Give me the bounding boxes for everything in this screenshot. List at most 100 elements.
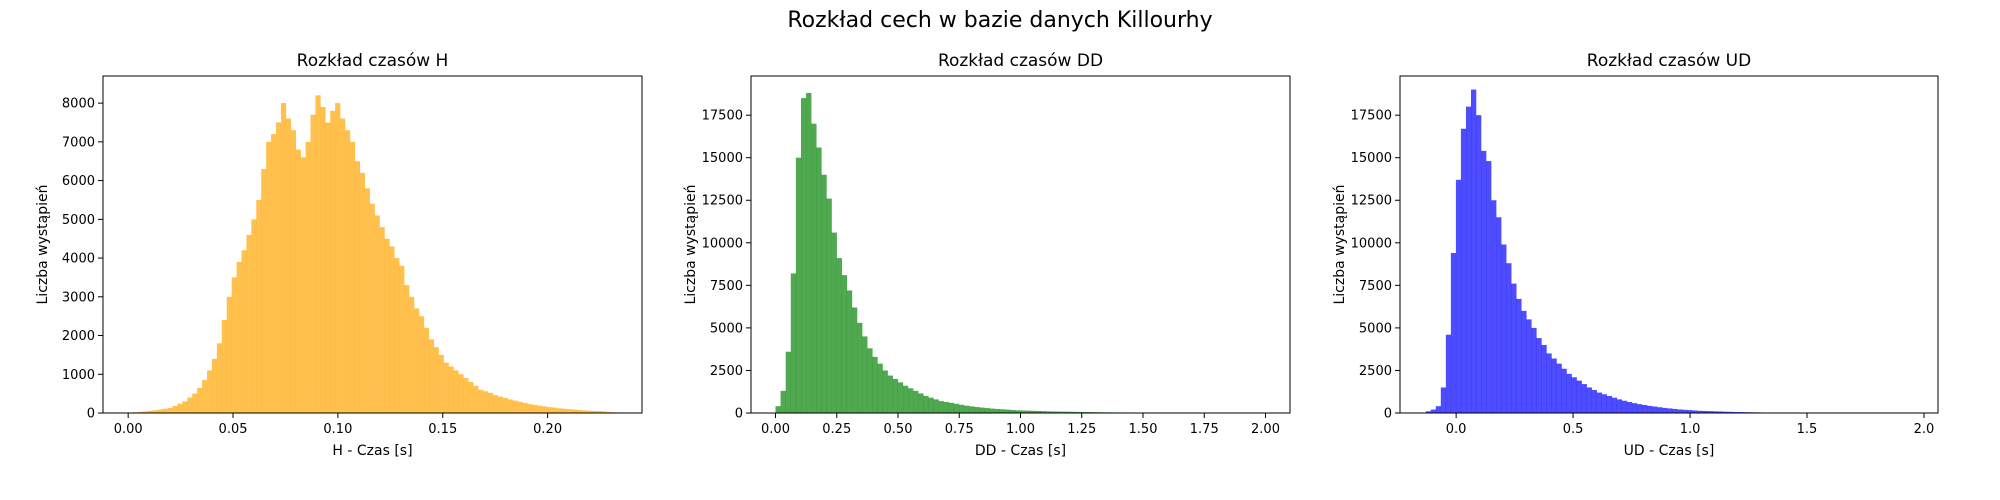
histogram-bar xyxy=(187,397,193,413)
histogram-bar xyxy=(157,409,163,413)
histogram-bar xyxy=(1030,410,1036,413)
histogram-bar xyxy=(379,227,385,413)
x-tick-label: 0.25 xyxy=(822,422,851,437)
histogram-bar xyxy=(1481,150,1487,413)
x-tick-label: 0.0 xyxy=(1446,422,1467,437)
histogram-bar xyxy=(1065,411,1072,413)
panel-title: Rozkład czasów UD xyxy=(1587,51,1751,71)
histogram-bar xyxy=(142,411,149,413)
histogram-bar xyxy=(1460,128,1467,413)
ticks-group: 0.00 0.25 0.50 0.75 1.00 1.25 1.50 1.75 2.00 0 250… xyxy=(702,109,1280,437)
x-tick-label: 2.00 xyxy=(1251,422,1280,437)
histogram-bar xyxy=(1050,411,1057,413)
histogram-bar xyxy=(517,401,523,413)
histogram-bar xyxy=(271,134,277,413)
histogram-bar xyxy=(591,410,597,413)
histogram-bar xyxy=(1045,411,1051,413)
histogram-bar xyxy=(785,351,792,413)
histogram-bar xyxy=(1486,161,1492,413)
histogram-bar xyxy=(478,389,484,413)
histogram-bar xyxy=(167,407,173,413)
plot-frame xyxy=(102,75,643,414)
histogram-bar xyxy=(138,411,144,413)
histogram-bar xyxy=(468,382,474,413)
panel-h: Rozkład czasów H H - Czas [s] Liczba wys… xyxy=(35,51,643,459)
histogram-bar xyxy=(1506,263,1512,413)
histogram-bar xyxy=(775,406,781,413)
histogram-bar xyxy=(207,370,213,413)
histogram-bar xyxy=(428,339,434,413)
histogram-bar xyxy=(1616,399,1623,413)
histogram-bar xyxy=(979,407,985,413)
ticks-group: 0.0 0.5 1.0 1.5 2.0 0 2500 5000 7500 10000 12500 15… xyxy=(1351,109,1935,437)
y-tick-label: 17500 xyxy=(702,109,743,124)
histogram-bar xyxy=(320,106,326,414)
histogram-bar xyxy=(527,404,533,413)
histogram-bar xyxy=(999,409,1006,413)
y-tick-label: 5000 xyxy=(1359,321,1392,336)
y-tick-label: 1000 xyxy=(62,368,95,383)
x-tick-label: 1.50 xyxy=(1129,422,1158,437)
histogram-bar xyxy=(399,265,405,413)
histogram-bar xyxy=(492,395,499,413)
histogram-bar xyxy=(1496,217,1502,413)
panel-title: Rozkład czasów H xyxy=(297,51,449,71)
y-tick-label: 5000 xyxy=(62,213,95,228)
histogram-bar xyxy=(1687,410,1693,413)
histogram-bar xyxy=(463,378,469,413)
histogram-bar xyxy=(202,380,208,413)
x-axis-label: DD - Czas [s] xyxy=(975,443,1066,459)
histogram-bar xyxy=(1531,327,1537,413)
histogram-bar xyxy=(1641,405,1648,413)
histogram-bar xyxy=(1556,363,1562,413)
histogram-bar xyxy=(147,410,154,413)
histogram-bar xyxy=(1667,408,1673,413)
histogram-bar xyxy=(497,396,503,413)
histogram-bar xyxy=(1571,377,1577,413)
histogram-bar xyxy=(811,123,817,413)
histogram-bar xyxy=(1662,407,1668,413)
histogram-bar xyxy=(1476,115,1482,414)
x-tick-label: 0.05 xyxy=(219,422,248,437)
histogram-bar xyxy=(1435,406,1442,413)
histogram-bar xyxy=(1551,358,1557,413)
panel-ud: Rozkład czasów UD UD - Czas [s] Liczba w… xyxy=(1332,51,1939,459)
histogram-bar xyxy=(300,157,306,413)
x-tick-label: 0.00 xyxy=(114,422,143,437)
histogram-bar xyxy=(851,307,858,413)
histogram-bar xyxy=(1501,244,1507,413)
histogram-bar xyxy=(984,408,990,413)
y-tick-label: 7500 xyxy=(710,279,743,294)
histogram-bar xyxy=(221,320,227,413)
histogram-bar xyxy=(473,385,479,413)
x-tick-label: 0.20 xyxy=(533,422,562,437)
histogram-bar xyxy=(487,392,494,413)
y-tick-label: 2000 xyxy=(62,329,95,344)
histogram-bar xyxy=(1536,338,1542,413)
histogram-bar xyxy=(1677,409,1683,413)
histogram-bar xyxy=(1631,403,1638,413)
histogram-bar xyxy=(453,370,459,413)
histogram-bar xyxy=(369,203,375,413)
histogram-bar xyxy=(1071,411,1077,413)
histogram-bar xyxy=(887,375,893,413)
histogram-bar xyxy=(897,382,904,413)
histogram-bar xyxy=(1636,404,1643,413)
histogram-bar xyxy=(448,366,454,413)
histogram-bar xyxy=(374,215,380,413)
histogram-bar xyxy=(216,343,223,413)
histogram-bar xyxy=(1425,411,1432,413)
histogram-bar xyxy=(780,390,786,413)
histogram-bar xyxy=(512,400,518,413)
histogram-bar xyxy=(1015,410,1021,413)
histogram-bar xyxy=(433,347,439,413)
histogram-bar xyxy=(872,356,878,413)
histogram-bar xyxy=(345,130,351,414)
histogram-bar xyxy=(800,98,807,413)
histogram-bar xyxy=(1076,411,1082,413)
histogram-bar xyxy=(821,174,827,413)
histogram-bar xyxy=(276,122,282,413)
histogram-bar xyxy=(177,403,183,413)
y-axis-label: Liczba wystąpień xyxy=(35,184,51,304)
histogram-bar xyxy=(418,316,425,413)
